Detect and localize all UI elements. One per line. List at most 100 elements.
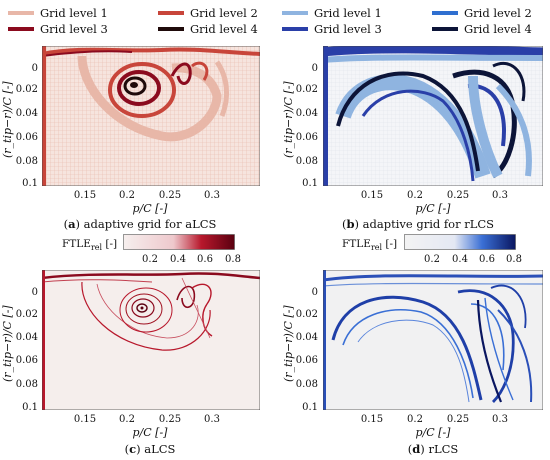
- legend-label: Grid level 1: [40, 6, 108, 20]
- legend-swatch: [158, 11, 184, 15]
- x-tick: 0.15: [73, 190, 97, 201]
- x-tick: 0.15: [360, 414, 384, 425]
- panel-b-caption: (b) adaptive grid for rLCS: [341, 217, 495, 231]
- panel-b-plot: [323, 46, 543, 186]
- panel-d-plot: [323, 270, 543, 410]
- panel-a-caption: (a) adaptive grid for aLCS: [63, 217, 217, 231]
- y-tick: 0.04: [15, 108, 38, 119]
- x-tick: 0.2: [119, 190, 135, 201]
- cb-label: FTLE: [342, 238, 371, 250]
- y-axis-label: (r_tip−r)/C [-]: [1, 305, 14, 382]
- legend-item-grid-level-1-left: Grid level 1: [8, 6, 108, 20]
- y-axis-label: (r_tip−r)/C [-]: [282, 305, 295, 382]
- y-tick: 0.02: [295, 84, 318, 95]
- panel-c-plot: [42, 270, 260, 410]
- colorbar-left-label: FTLErel [-]: [62, 238, 117, 252]
- caption-text: adaptive grid for aLCS: [83, 217, 217, 231]
- legend-item-grid-level-4-right: Grid level 4: [432, 22, 532, 36]
- y-tick: 0.1: [302, 178, 318, 189]
- y-axis-label: (r_tip−r)/C [-]: [1, 81, 14, 158]
- x-axis-label: p/C [-]: [132, 426, 168, 439]
- y-tick: 0.04: [15, 332, 38, 343]
- cb-tick: 0.6: [197, 254, 213, 265]
- legend-item-grid-level-2-right: Grid level 2: [432, 6, 532, 20]
- y-tick: 0: [31, 63, 38, 74]
- legend-label: Grid level 4: [464, 22, 532, 36]
- y-tick: 0.08: [295, 156, 318, 167]
- x-tick: 0.3: [204, 414, 220, 425]
- cb-sub: rel: [370, 243, 383, 253]
- x-tick: 0.25: [446, 414, 470, 425]
- legend-item-grid-level-2-left: Grid level 2: [158, 6, 258, 20]
- legend-swatch: [8, 11, 34, 15]
- y-tick: 0: [311, 63, 318, 74]
- y-tick: 0.1: [22, 402, 38, 413]
- caption-letter: b: [346, 217, 355, 231]
- cb-sub: rel: [90, 243, 103, 253]
- y-axis-label-text: (r_tip−r)/C [-]: [282, 81, 295, 158]
- legend-item-grid-level-3-left: Grid level 3: [8, 22, 108, 36]
- cb-tick: 0.4: [452, 254, 468, 265]
- x-tick: 0.3: [492, 190, 508, 201]
- y-tick: 0.06: [15, 355, 38, 366]
- y-tick: 0.08: [295, 379, 318, 390]
- legend-label: Grid level 2: [464, 6, 532, 20]
- y-tick: 0: [311, 287, 318, 298]
- legend-label: Grid level 3: [314, 22, 382, 36]
- legend-item-grid-level-4-left: Grid level 4: [158, 22, 258, 36]
- legend-item-grid-level-1-right: Grid level 1: [282, 6, 382, 20]
- y-tick: 0.08: [15, 156, 38, 167]
- legend-swatch: [158, 27, 184, 31]
- caption-text: aLCS: [144, 442, 176, 456]
- x-tick: 0.3: [492, 414, 508, 425]
- colorbar-left: [123, 234, 235, 250]
- y-tick: 0.1: [22, 178, 38, 189]
- y-tick: 0.02: [15, 84, 38, 95]
- legend-swatch: [432, 11, 458, 15]
- legend-label: Grid level 1: [314, 6, 382, 20]
- caption-text: rLCS: [428, 442, 459, 456]
- cb-unit: [-]: [385, 238, 398, 250]
- y-tick: 0: [31, 287, 38, 298]
- x-tick: 0.2: [407, 190, 423, 201]
- y-tick: 0.06: [295, 132, 318, 143]
- y-axis-label-text: (r_tip−r)/C [-]: [1, 305, 14, 382]
- caption-text: adaptive grid for rLCS: [362, 217, 495, 231]
- x-axis-label: p/C [-]: [415, 202, 451, 215]
- y-axis-label-text: (r_tip−r)/C [-]: [282, 305, 295, 382]
- x-tick: 0.25: [158, 190, 182, 201]
- y-tick: 0.06: [15, 132, 38, 143]
- x-tick: 0.25: [158, 414, 182, 425]
- panel-c-caption: (c) aLCS: [124, 442, 176, 456]
- legend-label: Grid level 4: [190, 22, 258, 36]
- cb-tick: 0.2: [424, 254, 440, 265]
- cb-tick: 0.8: [225, 254, 241, 265]
- x-axis-label: p/C [-]: [415, 426, 451, 439]
- x-tick: 0.15: [73, 414, 97, 425]
- x-tick: 0.2: [119, 414, 135, 425]
- caption-letter: c: [129, 442, 137, 456]
- colorbar-right-label: FTLErel [-]: [342, 238, 397, 252]
- cb-tick: 0.2: [142, 254, 158, 265]
- legend-swatch: [282, 27, 308, 31]
- y-axis-label: (r_tip−r)/C [-]: [282, 81, 295, 158]
- colorbar-right: [404, 234, 516, 250]
- panel-a-plot: [42, 46, 260, 186]
- cb-label: FTLE: [62, 238, 91, 250]
- legend-swatch: [432, 27, 458, 31]
- x-tick: 0.25: [446, 190, 470, 201]
- panel-d-caption: (d) rLCS: [407, 442, 459, 456]
- x-tick: 0.2: [407, 414, 423, 425]
- y-tick: 0.04: [295, 332, 318, 343]
- cb-tick: 0.4: [170, 254, 186, 265]
- caption-letter: a: [68, 217, 76, 231]
- cb-unit: [-]: [105, 238, 118, 250]
- y-tick: 0.06: [295, 355, 318, 366]
- y-tick: 0.08: [15, 379, 38, 390]
- cb-tick: 0.8: [506, 254, 522, 265]
- x-tick: 0.3: [204, 190, 220, 201]
- caption-letter: d: [412, 442, 421, 456]
- legend-swatch: [8, 27, 34, 31]
- legend-item-grid-level-3-right: Grid level 3: [282, 22, 382, 36]
- cb-tick: 0.6: [479, 254, 495, 265]
